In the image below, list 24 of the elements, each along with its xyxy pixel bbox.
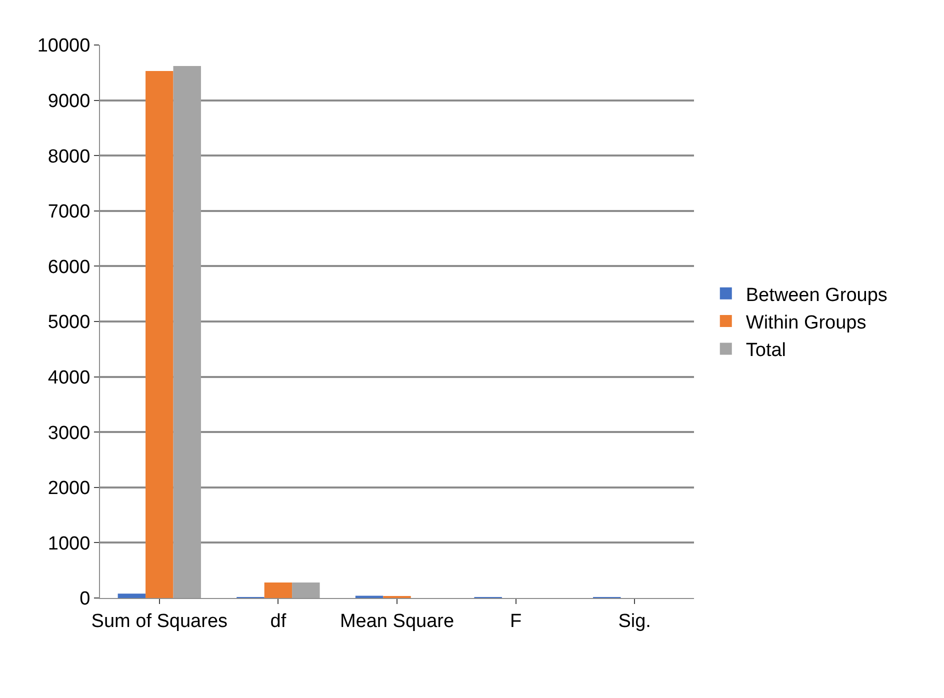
bar [173,66,201,598]
x-tick-label: Mean Square [340,610,454,632]
legend-label: Total [746,340,786,362]
legend-label: Within Groups [746,312,866,334]
x-tick-label: F [510,610,522,632]
y-tick-label: 1000 [48,533,90,554]
bar [118,594,146,598]
y-tick-label: 10000 [37,36,90,57]
y-tick-label: 3000 [48,422,90,444]
bar [292,582,320,598]
x-tick-label: Sig. [618,610,651,632]
x-tick-label: df [270,610,287,632]
legend-label: Between Groups [746,284,888,306]
bar [264,582,292,598]
y-tick-label: 5000 [48,312,90,334]
y-tick-label: 7000 [48,202,90,223]
y-tick-label: 4000 [48,367,90,388]
y-tick-label: 9000 [48,90,90,112]
x-tick-label: Sum of Squares [91,610,228,632]
y-tick-label: 8000 [48,146,90,168]
bar [146,70,174,598]
y-tick-label: 2000 [48,478,90,500]
y-tick-label: 0 [80,588,90,610]
y-tick-label: 6000 [48,256,90,278]
